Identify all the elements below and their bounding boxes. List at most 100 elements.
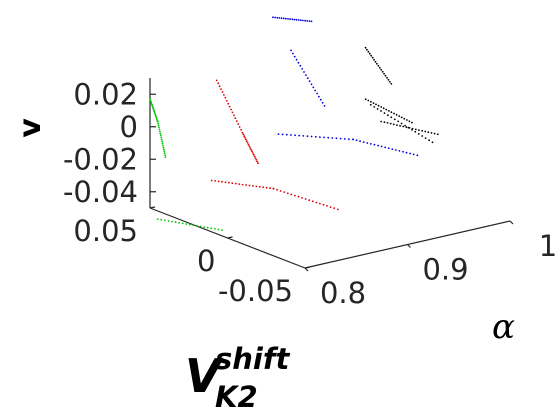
data-point: [301, 68, 304, 70]
data-point: [256, 160, 258, 163]
data-point: [161, 140, 164, 143]
data-point: [323, 105, 326, 107]
data-point: [388, 80, 391, 83]
data-point: [241, 131, 244, 134]
data-point: [251, 150, 253, 153]
data-point: [228, 105, 231, 108]
data-point: [383, 121, 386, 124]
data-point: [246, 142, 249, 144]
data-point: [308, 80, 311, 83]
data-point: [322, 203, 325, 206]
data-point: [286, 192, 289, 195]
series-3: [364, 46, 439, 144]
data-point: [400, 122, 403, 125]
data-point: [238, 183, 241, 186]
data-point: [376, 108, 379, 110]
data-point: [178, 221, 181, 224]
data-point: [370, 100, 372, 103]
data-point: [402, 150, 404, 153]
data-point: [181, 222, 184, 225]
data-point: [417, 133, 420, 135]
data-point: [319, 98, 322, 101]
data-point: [272, 16, 274, 19]
data-point: [162, 144, 164, 147]
data-point: [310, 20, 313, 23]
data-point: [217, 82, 220, 85]
data-point: [220, 88, 222, 90]
data-point: [366, 142, 369, 144]
data-point: [287, 18, 289, 20]
data-point: [383, 72, 385, 75]
data-point: [428, 139, 430, 142]
series-2: [272, 16, 419, 157]
data-point: [160, 138, 163, 141]
data-point: [384, 146, 386, 149]
data-point: [174, 221, 177, 224]
data-point: [424, 137, 427, 140]
data-point: [326, 205, 328, 207]
data-point: [368, 52, 371, 55]
data-point: [291, 18, 294, 21]
data-point: [237, 123, 240, 125]
data-point: [215, 79, 218, 82]
data-point: [167, 220, 170, 222]
data-point: [255, 185, 258, 188]
data-point: [159, 130, 161, 133]
data-point: [299, 19, 302, 22]
data-point: [305, 74, 307, 76]
data-point: [230, 108, 233, 111]
data-point: [405, 126, 408, 129]
data-point: [278, 17, 281, 19]
data-point: [373, 58, 375, 61]
data-point: [380, 120, 383, 123]
data-point: [303, 71, 305, 73]
data-point: [241, 183, 244, 186]
data-point: [374, 60, 377, 63]
data-point: [387, 114, 389, 117]
data-point: [157, 124, 160, 127]
data-point: [343, 138, 346, 140]
data-point: [277, 133, 280, 136]
y-tick-mark: [149, 206, 156, 209]
data-point: [380, 68, 383, 71]
data-point: [243, 135, 246, 138]
data-point: [398, 150, 401, 152]
data-point: [228, 181, 230, 184]
y-tick-mark: [227, 236, 233, 239]
data-point: [283, 191, 286, 194]
data-point: [297, 61, 300, 64]
data-point: [371, 56, 374, 59]
data-point: [299, 64, 302, 67]
data-point: [335, 137, 338, 140]
data-point: [393, 112, 395, 115]
data-point: [231, 182, 234, 185]
data-point: [386, 122, 389, 124]
data-point: [390, 116, 393, 119]
data-point: [308, 20, 311, 22]
data-point: [389, 122, 392, 125]
data-point: [387, 78, 390, 81]
z-axis-label: v: [13, 118, 48, 138]
data-point: [391, 148, 394, 151]
data-layer: [149, 16, 439, 232]
data-point: [292, 52, 294, 55]
data-point: [242, 133, 245, 136]
data-point: [408, 120, 411, 123]
data-point: [310, 83, 313, 86]
data-point: [329, 206, 332, 209]
data-point: [390, 82, 393, 85]
data-point: [385, 108, 388, 111]
data-point: [380, 145, 383, 148]
x-tick-mark: [509, 220, 514, 225]
data-point: [306, 77, 309, 79]
data-point: [411, 121, 413, 124]
z-tick-label: -0.04: [63, 175, 138, 209]
data-point: [424, 130, 427, 133]
y-axis-label-subscript: K2: [215, 380, 258, 414]
data-point: [306, 20, 309, 22]
data-point: [362, 141, 365, 144]
data-point: [304, 198, 307, 200]
data-point: [162, 148, 165, 151]
data-point: [412, 153, 415, 156]
z-tick-label: 0.02: [73, 77, 138, 111]
